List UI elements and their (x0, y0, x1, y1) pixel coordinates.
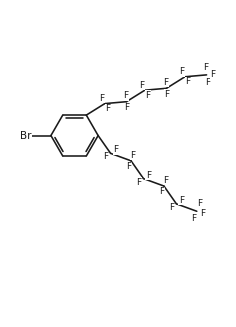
Text: F: F (124, 103, 130, 112)
Text: F: F (163, 78, 169, 87)
Text: F: F (145, 91, 151, 100)
Text: F: F (131, 151, 136, 160)
Text: F: F (205, 78, 210, 87)
Text: Br: Br (20, 130, 31, 141)
Text: F: F (123, 91, 128, 100)
Text: F: F (203, 63, 208, 72)
Text: F: F (146, 171, 151, 180)
Text: F: F (192, 214, 197, 223)
Text: F: F (113, 146, 118, 154)
Text: F: F (139, 81, 144, 90)
Text: F: F (163, 176, 169, 185)
Text: F: F (179, 196, 184, 205)
Text: F: F (136, 178, 141, 186)
Text: F: F (126, 162, 131, 171)
Text: F: F (103, 152, 108, 161)
Text: F: F (164, 90, 170, 99)
Text: F: F (105, 104, 110, 113)
Text: F: F (211, 70, 216, 79)
Text: F: F (169, 203, 174, 212)
Text: F: F (185, 77, 191, 86)
Text: F: F (200, 209, 206, 218)
Text: F: F (99, 94, 104, 103)
Text: F: F (159, 187, 164, 196)
Text: F: F (197, 199, 202, 209)
Text: F: F (179, 67, 184, 76)
